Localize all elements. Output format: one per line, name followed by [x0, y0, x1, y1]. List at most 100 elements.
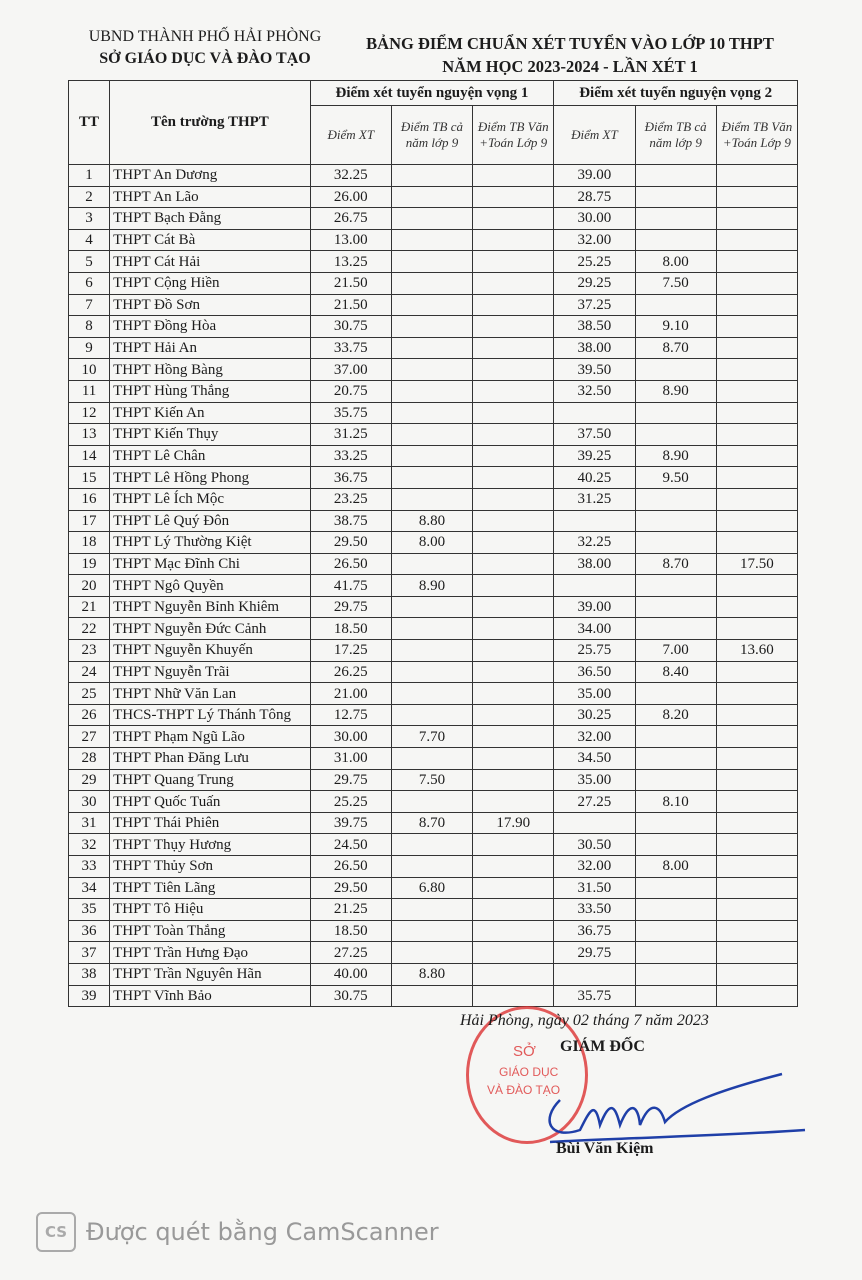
nv2-diem-xt [553, 962, 636, 986]
row-number: 38 [67, 962, 111, 986]
nv1-diem-tb [390, 207, 474, 230]
nv2-diem-xt: 30.50 [553, 833, 636, 856]
group-nv1: Điểm xét tuyển nguyện vọng 1 [309, 80, 555, 106]
title-line-2: NĂM HỌC 2023-2024 - LẦN XÉT 1 [442, 57, 698, 76]
row-number: 5 [67, 250, 111, 273]
org-line-1: UBND THÀNH PHỐ HẢI PHÒNG [88, 28, 322, 45]
nv1-diem-van-toan [472, 358, 555, 381]
nv1-diem-tb [390, 293, 474, 317]
school-name: THPT Đồng Hòa [109, 315, 311, 338]
row-number: 21 [67, 595, 111, 619]
nv2-diem-van-toan [715, 811, 799, 835]
row-number: 11 [67, 379, 111, 403]
nv1-diem-tb [390, 336, 474, 360]
row-number: 24 [67, 660, 111, 684]
nv2-diem-van-toan [715, 898, 799, 921]
nv1-diem-tb [390, 833, 474, 856]
signer-name: Bùi Văn Kiệm [556, 1140, 654, 1157]
row-number: 6 [67, 271, 111, 295]
nv2-diem-xt: 25.25 [553, 250, 636, 273]
table-row: 6 THPT Cộng Hiền 21.50 29.25 7.50 [67, 271, 799, 295]
nv1-diem-van-toan [472, 595, 555, 619]
school-name: THPT Lê Chân [109, 444, 311, 468]
nv1-diem-van-toan [472, 855, 555, 878]
nv1-diem-xt: 21.25 [309, 898, 392, 921]
camscanner-watermark: CS Được quét bằng CamScanner [36, 1212, 439, 1252]
nv2-diem-tb [634, 962, 717, 986]
table-row: 28 THPT Phan Đăng Lưu 31.00 34.50 [67, 747, 799, 770]
nv2-diem-van-toan [715, 574, 799, 597]
nv1-diem-van-toan [472, 962, 555, 986]
nv2-diem-xt: 32.00 [553, 228, 636, 252]
nv2-diem-xt: 31.50 [553, 876, 636, 900]
nv1-diem-xt: 13.25 [309, 250, 392, 273]
nv1-diem-xt: 17.25 [309, 639, 392, 662]
nv2-diem-xt: 32.00 [553, 855, 636, 878]
nv2-diem-xt: 39.50 [553, 358, 636, 381]
nv1-diem-van-toan [472, 552, 555, 576]
nv1-diem-van-toan [472, 228, 555, 252]
nv1-diem-xt: 24.50 [309, 833, 392, 856]
nv2-diem-xt [553, 574, 636, 597]
school-name: THPT Quốc Tuấn [109, 790, 311, 813]
nv2-diem-xt: 29.25 [553, 271, 636, 295]
nv1-diem-xt: 25.25 [309, 790, 392, 813]
nv2-diem-tb: 7.00 [634, 639, 717, 662]
nv1-diem-tb [390, 487, 474, 511]
nv2-diem-tb [634, 164, 717, 187]
nv2-diem-xt: 25.75 [553, 639, 636, 662]
nv2-diem-van-toan [715, 962, 799, 986]
nv2-diem-van-toan [715, 401, 799, 425]
nv2-diem-tb [634, 941, 717, 964]
nv1-diem-tb [390, 466, 474, 489]
nv1-diem-van-toan [472, 164, 555, 187]
nv1-diem-xt: 13.00 [309, 228, 392, 252]
nv1-diem-tb [390, 444, 474, 468]
watermark-text: Được quét bằng CamScanner [86, 1218, 439, 1246]
table-row: 21 THPT Nguyễn Bỉnh Khiêm 29.75 39.00 [67, 595, 799, 619]
nv2-diem-tb: 8.00 [634, 250, 717, 273]
nv2-diem-tb: 8.20 [634, 703, 717, 727]
nv1-diem-xt: 23.25 [309, 487, 392, 511]
nv1-diem-xt: 21.50 [309, 293, 392, 317]
camscanner-logo-icon: CS [36, 1212, 76, 1252]
school-name: THPT Nguyễn Bỉnh Khiêm [109, 595, 311, 619]
nv1-diem-xt: 40.00 [309, 962, 392, 986]
nv2-diem-tb: 9.10 [634, 315, 717, 338]
nv2-diem-van-toan [715, 207, 799, 230]
nv1-diem-xt: 33.75 [309, 336, 392, 360]
nv2-diem-xt: 39.25 [553, 444, 636, 468]
nv1-diem-tb [390, 898, 474, 921]
school-name: THPT Thụy Hương [109, 833, 311, 856]
nv1-diem-van-toan [472, 660, 555, 684]
school-name: THPT Hùng Thắng [109, 379, 311, 403]
nv2-diem-xt: 39.00 [553, 595, 636, 619]
table-row: 1 THPT An Dương 32.25 39.00 [67, 164, 799, 187]
nv1-diem-xt: 29.75 [309, 595, 392, 619]
nv2-diem-tb [634, 682, 717, 705]
col-school-name: Tên trường THPT [109, 80, 311, 165]
nv2-diem-tb [634, 833, 717, 856]
nv1-diem-van-toan [472, 401, 555, 425]
nv1-diem-van-toan [472, 574, 555, 597]
nv2-diem-xt: 31.25 [553, 487, 636, 511]
nv2-diem-tb [634, 401, 717, 425]
nv1-diem-tb [390, 185, 474, 209]
nv1-diem-tb [390, 379, 474, 403]
nv2-diem-tb [634, 358, 717, 381]
nv1-diem-tb: 7.50 [390, 768, 474, 792]
nv2-diem-tb [634, 487, 717, 511]
nv1-diem-tb [390, 271, 474, 295]
nv1-diem-van-toan [472, 293, 555, 317]
col-nv1-tb: Điểm TB cả năm lớp 9 [390, 105, 474, 165]
nv2-diem-van-toan [715, 703, 799, 727]
nv2-diem-xt: 35.00 [553, 768, 636, 792]
nv2-diem-van-toan [715, 379, 799, 403]
table-row: 11 THPT Hùng Thắng 20.75 32.50 8.90 [67, 379, 799, 403]
stamp-text-3: VÀ ĐÀO TẠO [487, 1083, 561, 1097]
table-row: 38 THPT Trần Nguyên Hãn 40.00 8.80 [67, 962, 799, 986]
nv2-diem-tb [634, 207, 717, 230]
nv2-diem-xt: 40.25 [553, 466, 636, 489]
nv1-diem-xt: 26.00 [309, 185, 392, 209]
nv2-diem-van-toan [715, 747, 799, 770]
